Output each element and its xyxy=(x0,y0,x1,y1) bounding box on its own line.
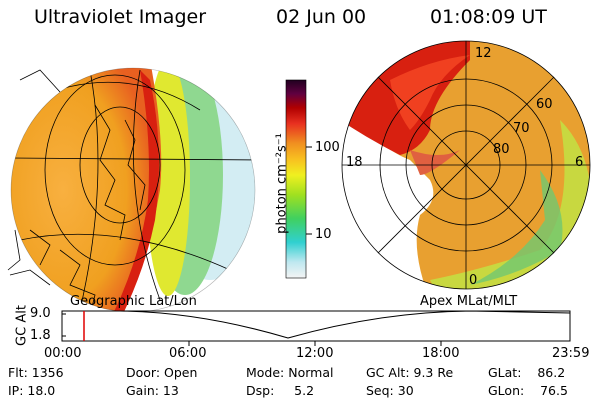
altitude-timeline xyxy=(61,310,571,346)
colorbar-tick-10: 10 xyxy=(315,227,332,242)
status-flt: Flt: 1356 xyxy=(8,365,64,380)
timeline-xtick-0: 00:00 xyxy=(44,346,82,361)
status-gain: Gain: 13 xyxy=(126,383,179,398)
observation-date: 02 Jun 00 xyxy=(276,6,367,28)
mlt-label-12: 12 xyxy=(475,46,492,61)
status-ip: IP: 18.0 xyxy=(8,383,56,398)
timeline-xtick-4: 23:59 xyxy=(552,346,590,361)
timeline-ytick-high: 9.0 xyxy=(30,306,51,321)
status-glat: GLat: 86.2 xyxy=(488,365,566,380)
lat-label-60: 60 xyxy=(536,97,553,112)
mlt-label-6: 6 xyxy=(575,155,584,170)
colorbar xyxy=(285,79,312,279)
status-seq: Seq: 30 xyxy=(366,383,414,398)
timeline-xtick-3: 18:00 xyxy=(422,346,460,361)
colorbar-label: photon cm⁻²s⁻¹ xyxy=(274,133,290,234)
lat-label-70: 70 xyxy=(513,121,530,136)
left-uv-image xyxy=(7,67,256,313)
app-title: Ultraviolet Imager xyxy=(34,6,207,28)
observation-time: 01:08:09 UT xyxy=(430,6,547,28)
status-door: Door: Open xyxy=(126,365,198,380)
timeline-axis-label: GC Alt xyxy=(14,305,30,346)
mlt-label-18: 18 xyxy=(346,155,363,170)
mlt-label-0: 0 xyxy=(469,273,478,288)
timeline-xtick-1: 06:00 xyxy=(169,346,207,361)
status-glon: GLon: 76.5 xyxy=(488,383,568,398)
status-mode: Mode: Normal xyxy=(246,365,334,380)
timeline-xtick-2: 12:00 xyxy=(296,346,334,361)
left-panel-label: Geographic Lat/Lon xyxy=(70,294,197,309)
right-uv-image xyxy=(341,40,591,290)
right-panel-label: Apex MLat/MLT xyxy=(420,294,518,309)
colorbar-tick-100: 100 xyxy=(315,140,340,155)
lat-label-80: 80 xyxy=(493,142,510,157)
timeline-ytick-low: 1.8 xyxy=(30,328,51,343)
status-dsp: Dsp: 5.2 xyxy=(246,383,315,398)
status-gcalt: GC Alt: 9.3 Re xyxy=(366,365,454,380)
